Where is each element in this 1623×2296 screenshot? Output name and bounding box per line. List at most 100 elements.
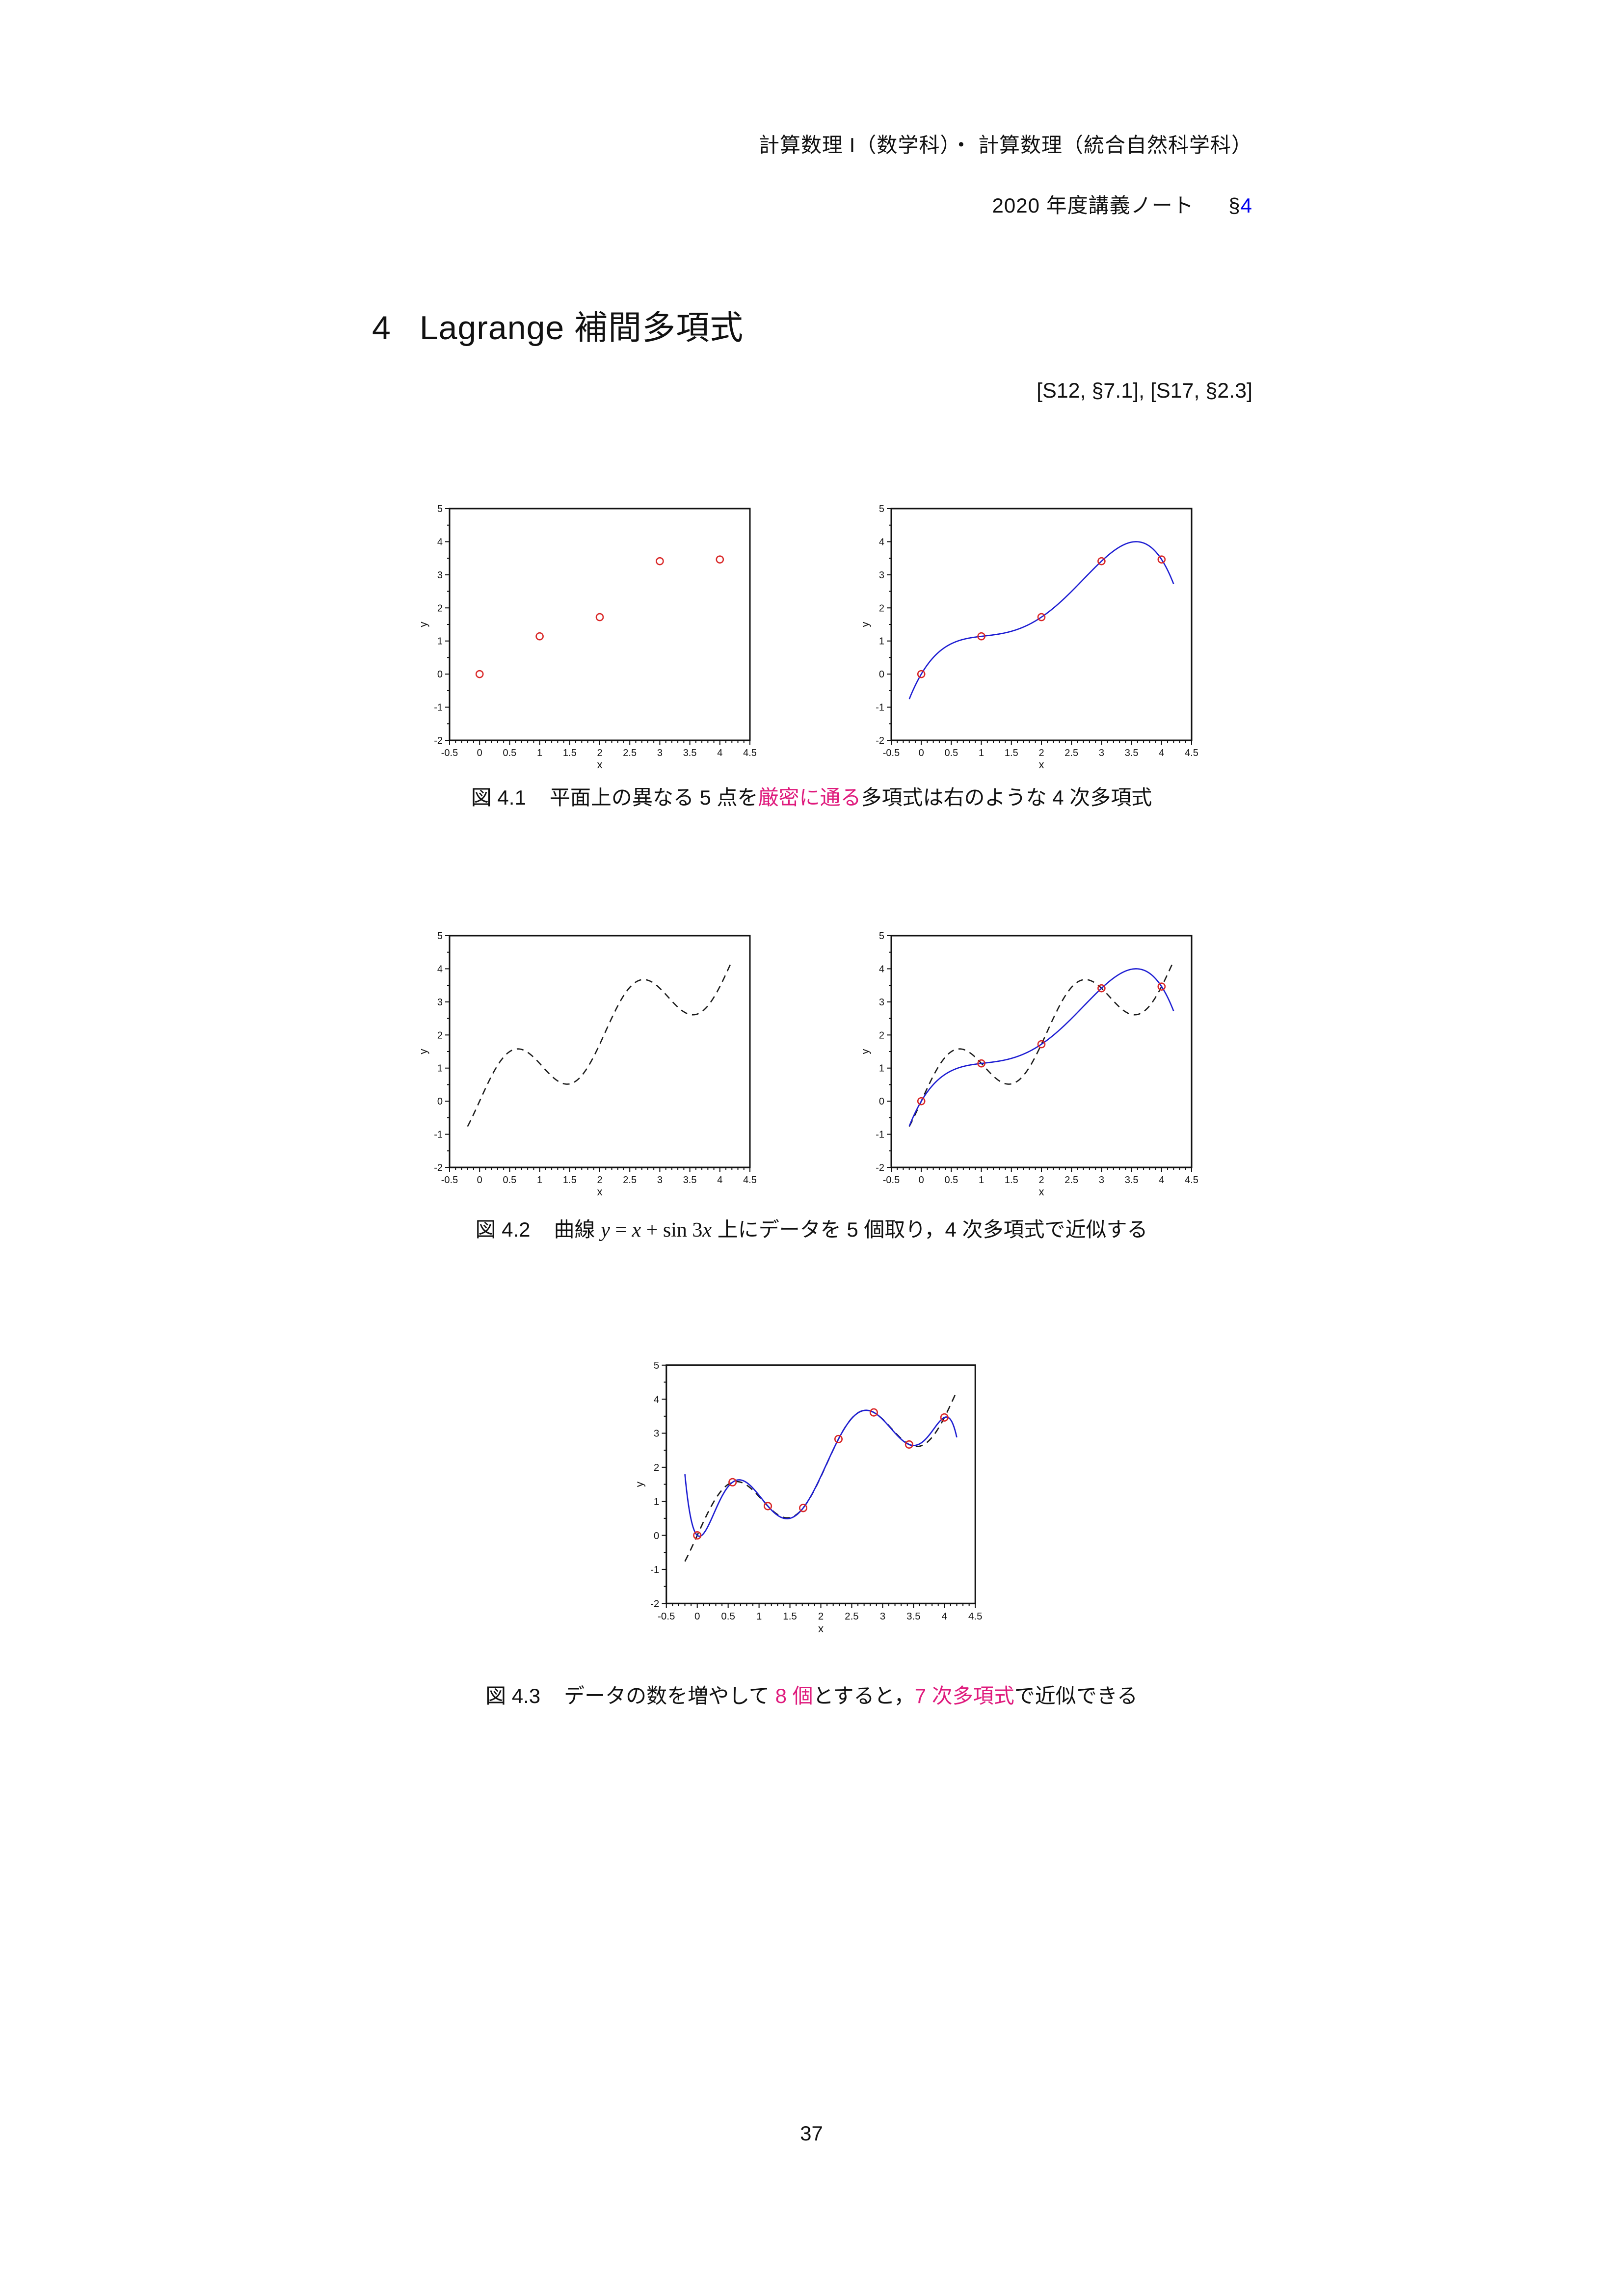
svg-text:2: 2 (437, 1030, 442, 1041)
header-section-number-link[interactable]: 4 (1240, 194, 1252, 217)
svg-text:y: y (419, 1049, 429, 1054)
svg-text:2.5: 2.5 (845, 1611, 859, 1622)
svg-text:x: x (818, 1622, 824, 1635)
svg-text:5: 5 (437, 504, 442, 514)
svg-text:-0.5: -0.5 (658, 1611, 675, 1622)
svg-text:1: 1 (437, 1063, 442, 1074)
svg-text:0: 0 (437, 669, 442, 680)
svg-text:0: 0 (477, 1175, 482, 1186)
svg-text:4: 4 (941, 1611, 947, 1622)
svg-text:1: 1 (537, 748, 542, 758)
caption-segment: y (601, 1219, 610, 1242)
svg-text:-0.5: -0.5 (441, 748, 457, 758)
svg-text:2: 2 (437, 603, 442, 614)
svg-text:4: 4 (1159, 748, 1164, 758)
svg-text:0: 0 (437, 1096, 442, 1107)
svg-text:5: 5 (878, 504, 884, 514)
svg-text:-1: -1 (876, 1130, 884, 1140)
svg-text:2.5: 2.5 (623, 748, 637, 758)
svg-text:5: 5 (878, 931, 884, 942)
svg-text:1.5: 1.5 (1004, 748, 1018, 758)
svg-text:0: 0 (918, 1175, 924, 1186)
page-number: 37 (800, 2122, 823, 2145)
svg-text:-0.5: -0.5 (441, 1175, 457, 1186)
svg-text:3.5: 3.5 (1124, 748, 1138, 758)
caption-segment: 厳密に通る (758, 786, 861, 809)
svg-text:x: x (597, 758, 602, 770)
figure-4-2-right-plot: -0.5 0 0.5 1 1.5 2 2.5 3 3.5 4 4.5 -2 -1 0 1 2 3 4 5 x y (860, 922, 1204, 1197)
svg-text:-2: -2 (650, 1598, 659, 1609)
svg-text:1.5: 1.5 (1004, 1175, 1018, 1186)
svg-text:3.5: 3.5 (1124, 1175, 1138, 1186)
svg-text:0: 0 (694, 1611, 700, 1622)
header-course-title: 計算数理 I（数学科）・ 計算数理（統合自然科学科） (758, 134, 1252, 157)
caption-segment: 曲線 (533, 1218, 601, 1241)
svg-text:0: 0 (878, 1096, 884, 1107)
caption-segment: + sin 3 (641, 1219, 703, 1242)
svg-text:2: 2 (1038, 748, 1044, 758)
svg-text:5: 5 (437, 931, 442, 942)
header-note-line: 2020 年度講義ノート §4 (992, 189, 1253, 219)
caption-segment: = (610, 1219, 632, 1242)
svg-text:-2: -2 (434, 1162, 443, 1173)
svg-text:y: y (635, 1481, 645, 1487)
svg-text:0.5: 0.5 (721, 1611, 735, 1622)
svg-text:3: 3 (878, 997, 884, 1008)
svg-text:1: 1 (979, 1175, 984, 1186)
svg-text:4: 4 (437, 964, 442, 974)
svg-text:3: 3 (653, 1428, 659, 1439)
caption-segment: x (702, 1219, 712, 1242)
svg-text:4: 4 (717, 1175, 722, 1186)
svg-text:-0.5: -0.5 (882, 748, 899, 758)
svg-text:3: 3 (657, 1175, 662, 1186)
svg-text:1: 1 (653, 1496, 659, 1507)
svg-text:-2: -2 (434, 735, 443, 746)
svg-text:4.5: 4.5 (968, 1611, 982, 1622)
svg-text:y: y (861, 1049, 871, 1054)
svg-text:3: 3 (878, 570, 884, 581)
svg-text:4.5: 4.5 (743, 1175, 757, 1186)
figure-4-3-caption: 図 4.3 データの数を増やして 8 個とすると，7 次多項式で近似できる (0, 1683, 1623, 1709)
svg-text:1.5: 1.5 (783, 1611, 797, 1622)
svg-text:4: 4 (1159, 1175, 1164, 1186)
svg-text:2: 2 (878, 603, 884, 614)
caption-segment: 平面上の異なる 5 点を (529, 786, 758, 809)
caption-segment: 8 個 (775, 1684, 813, 1707)
figure-4-1-left-plot: -0.5 0 0.5 1 1.5 2 2.5 3 3.5 4 4.5 -2 -1 0 1 2 3 4 5 x y (419, 495, 763, 770)
svg-text:0.5: 0.5 (503, 748, 516, 758)
section-number: 4 (372, 309, 391, 347)
header-note-text: 2020 年度講義ノート (992, 194, 1194, 217)
svg-text:x: x (1038, 758, 1044, 770)
svg-text:1.5: 1.5 (562, 1175, 576, 1186)
svg-text:-2: -2 (876, 1162, 884, 1173)
svg-text:3: 3 (1098, 1175, 1104, 1186)
svg-text:4.5: 4.5 (743, 748, 757, 758)
svg-text:3: 3 (657, 748, 662, 758)
svg-text:3.5: 3.5 (906, 1611, 921, 1622)
svg-text:1: 1 (537, 1175, 542, 1186)
svg-text:-1: -1 (434, 702, 443, 713)
svg-text:2: 2 (1038, 1175, 1044, 1186)
svg-text:2: 2 (878, 1030, 884, 1041)
svg-text:3: 3 (437, 570, 442, 581)
caption-segment: 上にデータを 5 個取り，4 次多項式で近似する (712, 1218, 1148, 1241)
svg-text:-1: -1 (876, 702, 884, 713)
caption-segment: とすると， (813, 1684, 915, 1707)
svg-text:0: 0 (653, 1530, 659, 1541)
caption-segment: 7 次多項式 (914, 1684, 1014, 1707)
figure-4-2: -0.5 0 0.5 1 1.5 2 2.5 3 3.5 4 4.5 -2 -1 0 1 2 3 4 5 x y -0.… (0, 922, 1623, 1197)
svg-text:1.5: 1.5 (562, 748, 576, 758)
svg-text:-2: -2 (876, 735, 884, 746)
caption-segment: x (632, 1219, 641, 1242)
reference-citation: [S12, §7.1], [S17, §2.3] (1037, 379, 1252, 403)
svg-text:3: 3 (879, 1611, 885, 1622)
svg-text:1: 1 (878, 1063, 884, 1074)
svg-text:0.5: 0.5 (503, 1175, 516, 1186)
svg-text:4: 4 (878, 964, 884, 974)
figure-4-2-caption: 図 4.2 曲線 y = x + sin 3x 上にデータを 5 個取り，4 次… (0, 1216, 1623, 1243)
figure-4-2-left-plot: -0.5 0 0.5 1 1.5 2 2.5 3 3.5 4 4.5 -2 -1 0 1 2 3 4 5 x y (419, 922, 763, 1197)
svg-text:0: 0 (477, 748, 482, 758)
svg-text:4: 4 (717, 748, 722, 758)
svg-text:y: y (861, 622, 871, 627)
